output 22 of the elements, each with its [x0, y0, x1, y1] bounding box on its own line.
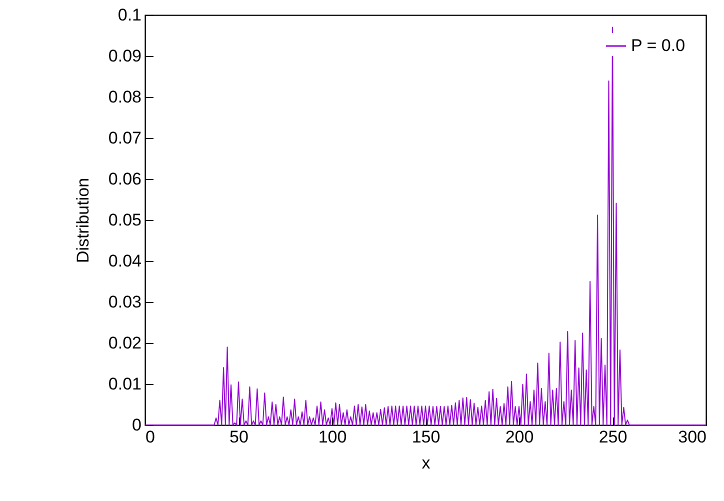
y-tick-label: 0.1	[118, 6, 142, 24]
y-tick-label: 0.09	[108, 46, 142, 66]
x-tick-label: 50	[230, 428, 248, 446]
x-axis-title: x	[422, 454, 431, 472]
x-tick-label: 300	[678, 428, 706, 446]
y-tick-label: 0.08	[108, 88, 142, 106]
x-tick-label: 150	[412, 428, 440, 446]
y-tick-label: 0.07	[108, 128, 142, 148]
x-tick-label: 0	[146, 428, 155, 446]
x-tick-label: 100	[318, 428, 347, 446]
y-tick-label: 0.06	[108, 170, 142, 188]
line-series	[144, 26, 706, 426]
y-tick-label: 0.04	[108, 252, 142, 270]
y-tick-label: 0.03	[108, 292, 142, 312]
y-tick-label: 0.01	[108, 374, 142, 394]
y-tick-label: 0.05	[108, 210, 142, 230]
legend-label: P = 0.0	[631, 36, 686, 55]
x-tick-label: 250	[598, 428, 628, 446]
x-tick-label: 200	[505, 428, 534, 446]
y-tick-label: 0.02	[108, 334, 142, 352]
y-axis-title: Distribution	[73, 178, 92, 264]
y-tick-label: 0	[132, 416, 142, 434]
